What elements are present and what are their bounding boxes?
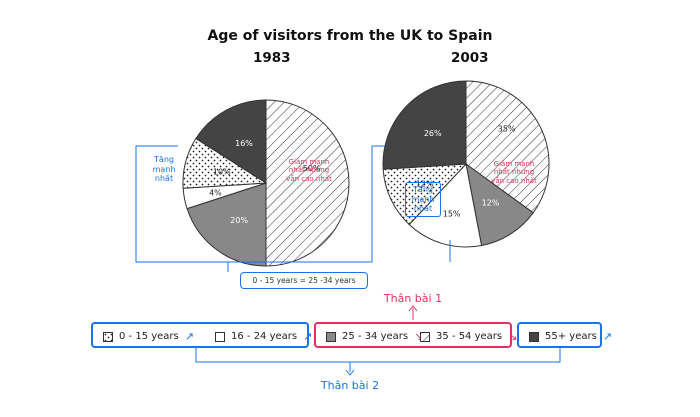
trend-up-icon: ↗: [303, 330, 313, 343]
legend-item-16-24: 16 - 24 years ↗: [215, 330, 312, 343]
legend-label: 0 - 15 years: [119, 331, 179, 342]
pie-label-1983-3: 50%: [303, 164, 321, 173]
pie-label-2003-4: 26%: [424, 129, 442, 138]
legend-label: 25 - 34 years: [342, 331, 409, 342]
annotation-equal: 0 - 15 years = 25 -34 years: [240, 272, 368, 289]
annotation-body1: Thân bài 1: [383, 292, 443, 305]
bracket-body2: [195, 348, 561, 372]
pie-label-1983-2: 20%: [230, 216, 248, 225]
pie-label-2003-1: 15%: [443, 209, 461, 218]
bracket-increase: [135, 145, 385, 263]
legend-item-25-34: 25 - 34 years ↘: [326, 330, 423, 343]
pie-slice-1983-3: [265, 99, 350, 267]
hatch-swatch-icon: [420, 331, 430, 342]
pie-slice-1983-4: [195, 99, 267, 184]
pie-slice-2003-3: [465, 80, 550, 214]
trend-up-icon: ↗: [602, 330, 613, 343]
legend-label: 35 - 54 years: [436, 331, 503, 342]
legend-item-55-plus: 55+ years ↗: [529, 330, 612, 343]
pie-slice-2003-4: [382, 80, 467, 170]
annotation-increase-2003: Tăng mạnh nhất: [405, 182, 441, 217]
trend-down-icon: ↘: [508, 330, 518, 343]
pie-title-2003: 2003: [451, 50, 489, 66]
bracket-equal: [227, 240, 451, 272]
legend-label: 55+ years: [545, 331, 597, 342]
pie-slice-2003-1: [408, 162, 483, 248]
pie-label-1983-4: 16%: [235, 139, 253, 148]
pie-label-2003-2: 12%: [482, 199, 500, 208]
legend-group-body2-right: 55+ years ↗: [517, 322, 612, 348]
annotation-body2: Thân bài 2: [320, 379, 380, 392]
legend-group-body1: 25 - 34 years ↘ 35 - 54 years ↘: [314, 322, 517, 348]
pie-title-1983: 1983: [253, 50, 291, 66]
pie-label-1983-1: 4%: [209, 189, 222, 198]
pie-slice-2003-0: [382, 163, 468, 226]
trend-down-icon: ↘: [414, 330, 424, 343]
arrow-body2: [345, 369, 355, 376]
legend-label: 16 - 24 years: [231, 331, 298, 342]
legend-item-0-15: 0 - 15 years ↗: [103, 330, 194, 343]
dark-swatch-icon: [529, 331, 539, 342]
legend-item-35-54: 35 - 54 years ↘: [420, 330, 517, 343]
grey-swatch-icon: [326, 331, 336, 342]
dots-swatch-icon: [103, 331, 113, 342]
annotation-decrease-1983: Giảm mạnh nhất nhưng vẫn cao nhất: [286, 158, 332, 183]
pie-label-2003-0: 12%: [416, 179, 434, 188]
pie-label-1983-0: 10%: [213, 168, 231, 177]
pie-slice-2003-2: [465, 162, 534, 247]
trend-up-icon: ↗: [184, 330, 194, 343]
white-swatch-icon: [215, 331, 225, 342]
pie-label-2003-3: 35%: [498, 124, 516, 133]
chart-title: Age of visitors from the UK to Spain: [207, 28, 493, 44]
annotation-decrease-2003: Giảm mạnh nhất nhưng vẫn cao nhất: [491, 160, 537, 185]
pie-slice-1983-2: [186, 182, 267, 267]
annotation-increase-1983: Tăng mạnh nhất: [152, 155, 176, 184]
arrow-body1: [408, 305, 418, 320]
legend-group-body2-left: 0 - 15 years ↗ 16 - 24 years ↗: [91, 322, 312, 348]
